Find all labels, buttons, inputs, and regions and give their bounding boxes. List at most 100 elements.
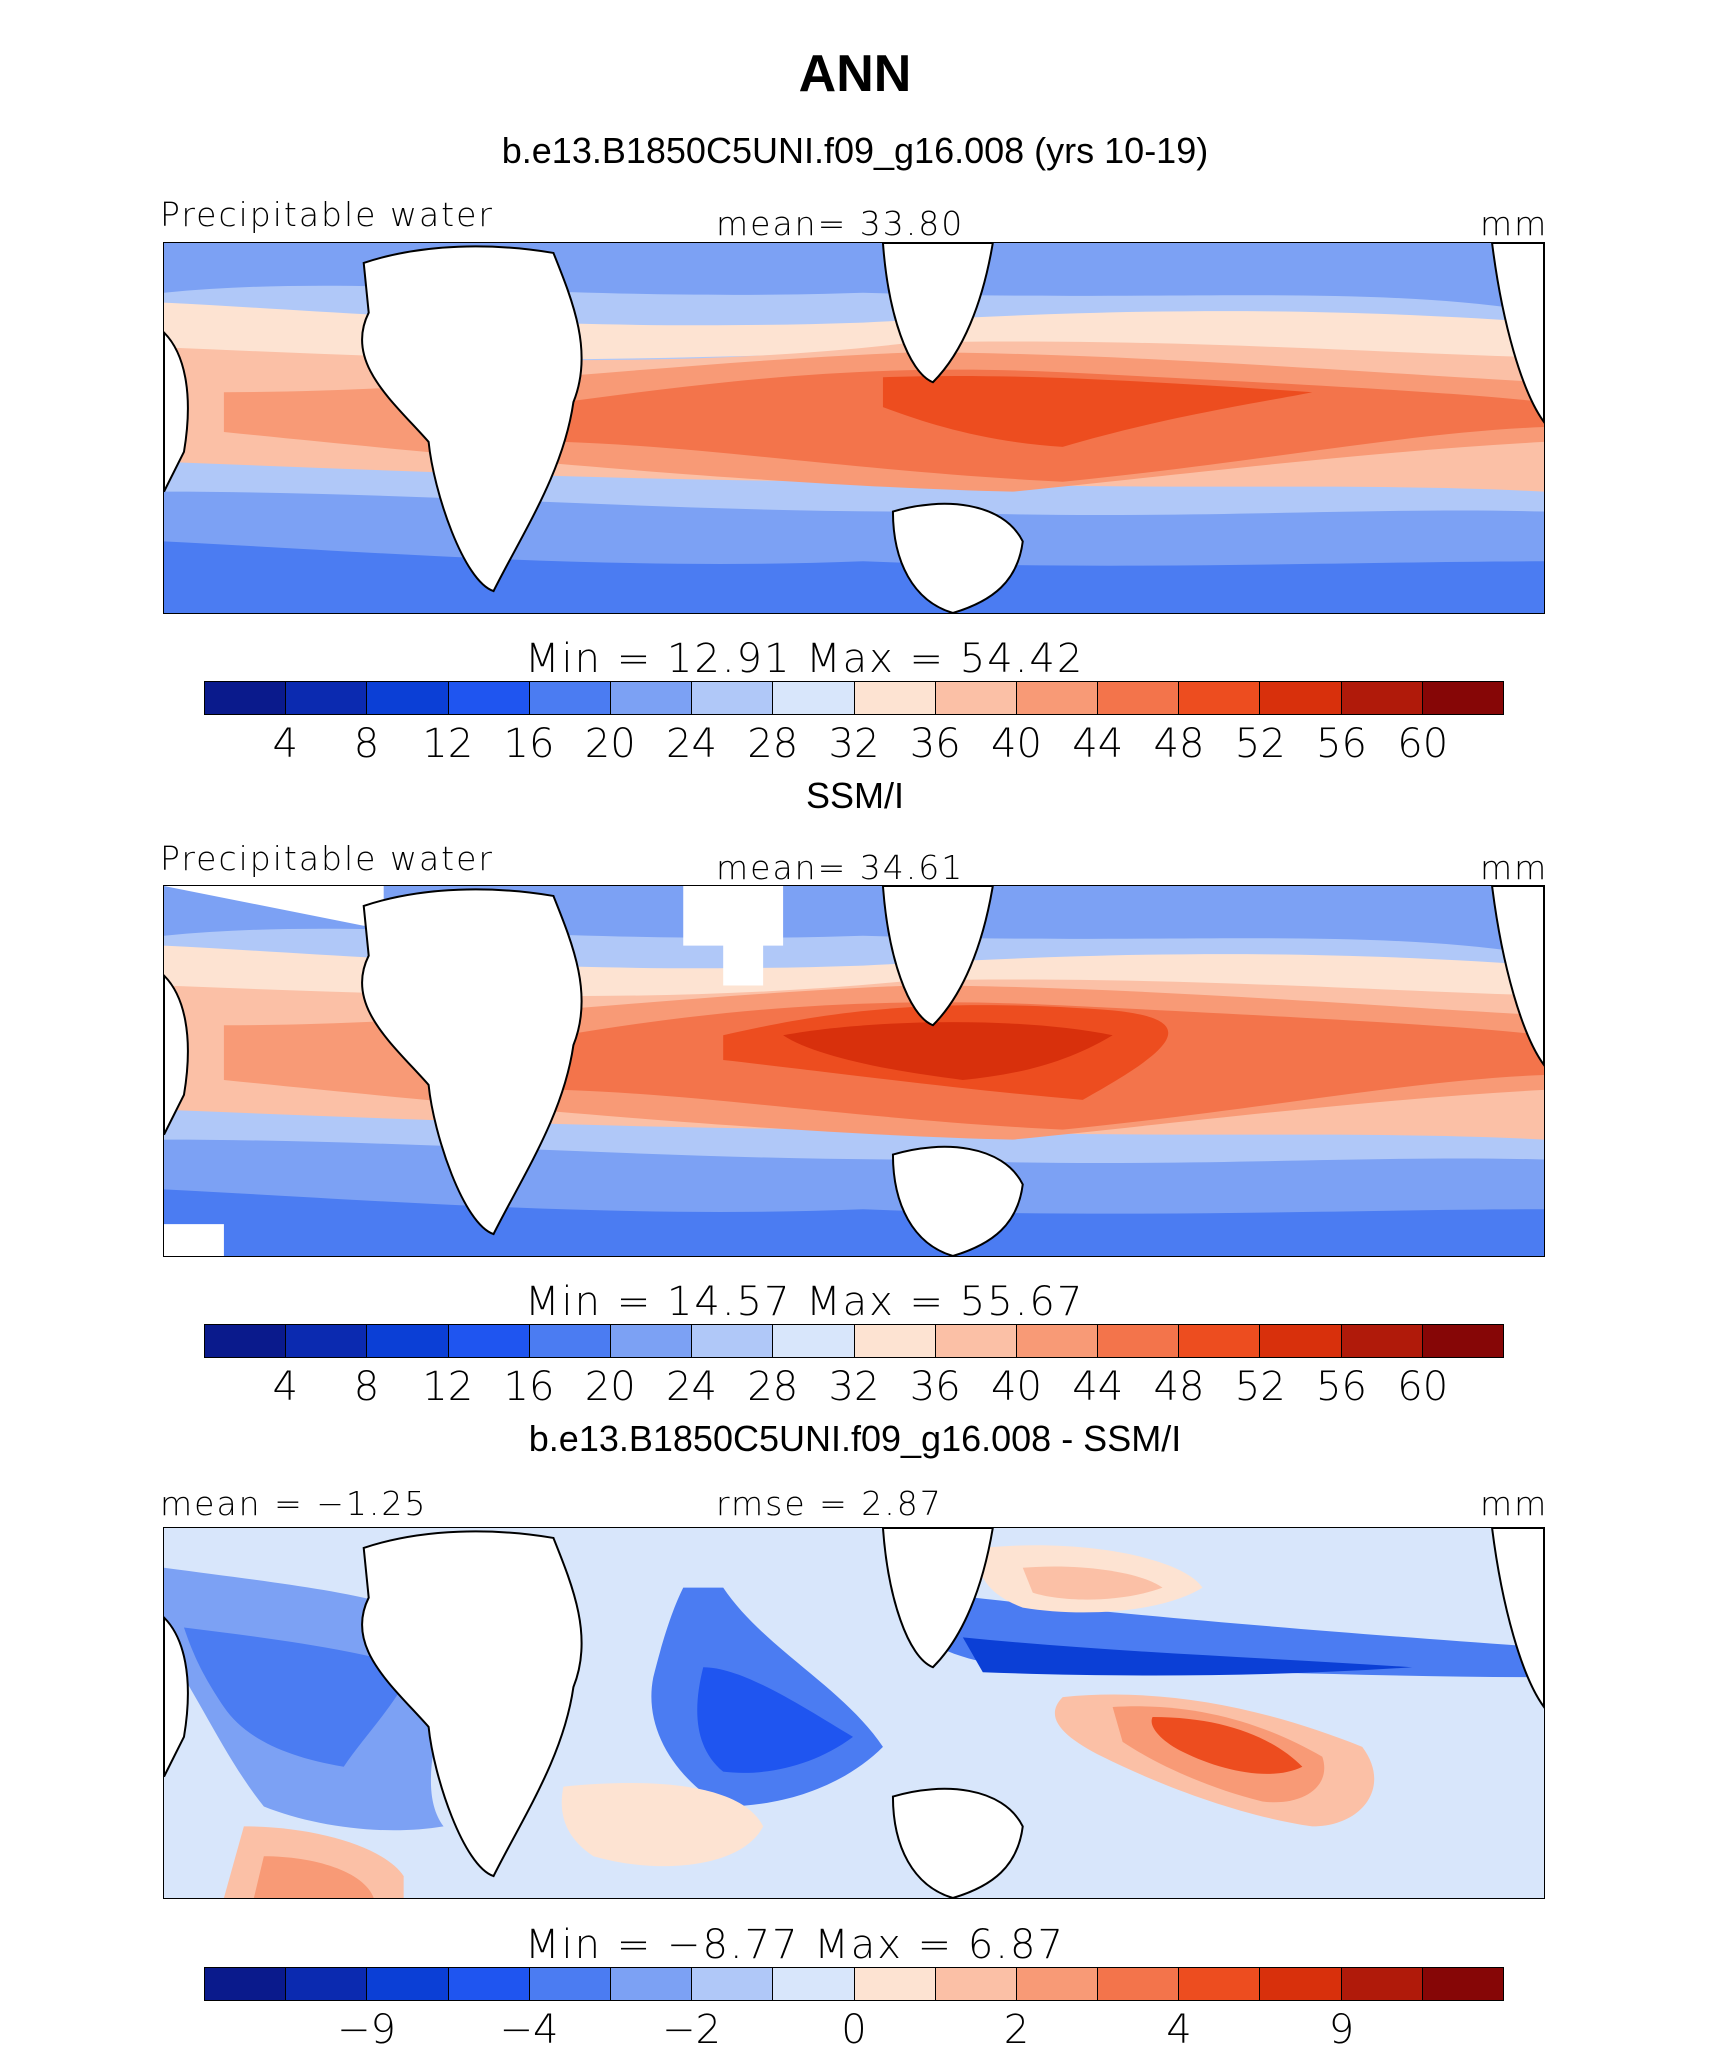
panel-2-units-label: mm [1480, 848, 1549, 887]
colorbar-tick-label: 52 [1234, 1364, 1286, 1410]
colorbar-swatch [1422, 1325, 1503, 1357]
panel-1-mean-label: mean= 33.80 [716, 204, 965, 243]
colorbar-swatch [1260, 1325, 1342, 1357]
colorbar-swatch [692, 1325, 774, 1357]
colorbar-tick-label: 28 [747, 1364, 799, 1410]
panel-1-map [163, 242, 1545, 614]
panel-2-mean-label: mean= 34.61 [716, 848, 965, 887]
colorbar-swatch [448, 682, 530, 714]
panel-2-variable-label: Precipitable water [160, 839, 494, 878]
colorbar-tick-label: −9 [337, 2007, 396, 2053]
colorbar-tick-label: 0 [841, 2007, 867, 2053]
panel-1-title: b.e13.B1850C5UNI.f09_g16.008 (yrs 10-19) [501, 130, 1209, 171]
colorbar-swatch [529, 1968, 611, 2000]
colorbar-tick-label: 12 [422, 1364, 474, 1410]
colorbar-swatch [1016, 1968, 1099, 2000]
colorbar-swatch [205, 1968, 287, 2000]
colorbar-swatch [610, 1968, 693, 2000]
panel-1-units-label: mm [1480, 204, 1549, 243]
colorbar-swatch [448, 1325, 530, 1357]
colorbar-swatch [610, 682, 693, 714]
colorbar-tick-label: 60 [1397, 721, 1449, 767]
colorbar-tick-label: 56 [1316, 1364, 1367, 1410]
colorbar-tick-label: −4 [499, 2007, 559, 2053]
colorbar-swatch [1341, 1968, 1423, 2000]
colorbar-swatch [692, 1968, 774, 2000]
colorbar-swatch [367, 1325, 449, 1357]
panel-3-map-field [164, 1528, 1544, 1898]
panel-1-map-field [164, 243, 1544, 613]
colorbar-tick-label: 24 [666, 721, 717, 767]
colorbar-tick-label: 48 [1153, 1364, 1205, 1410]
colorbar-tick-label: 16 [503, 1364, 555, 1410]
colorbar-swatch [773, 682, 855, 714]
panel-1-variable-label: Precipitable water [160, 195, 494, 234]
colorbar-tick-label: 20 [584, 721, 636, 767]
panel-2-map [163, 885, 1545, 1257]
colorbar-swatch [205, 1325, 287, 1357]
colorbar-swatch [935, 1968, 1017, 2000]
colorbar-swatch [529, 1325, 611, 1357]
colorbar-swatch [854, 682, 936, 714]
panel-3-map [163, 1527, 1545, 1899]
panel-3-rmse-label: rmse = 2.87 [716, 1484, 943, 1523]
panel-2-map-field [164, 886, 1544, 1256]
colorbar-swatch [1422, 682, 1503, 714]
colorbar-swatch [692, 682, 774, 714]
colorbar-tick-label: 9 [1328, 2007, 1355, 2053]
colorbar-tick-label: −2 [662, 2007, 721, 2053]
colorbar-swatch [529, 682, 611, 714]
colorbar-swatch [935, 682, 1017, 714]
panel-1-minmax: Min = 12.91 Max = 54.42 [525, 636, 1085, 682]
colorbar-tick-label: 8 [353, 721, 380, 767]
colorbar-tick-label: 48 [1153, 721, 1205, 767]
colorbar-swatch [286, 1325, 368, 1357]
colorbar-swatch [1260, 1968, 1342, 2000]
panel-3-minmax: Min = −8.77 Max = 6.87 [525, 1922, 1065, 1968]
colorbar-tick-label: 32 [828, 721, 880, 767]
colorbar-swatch [1422, 1968, 1503, 2000]
colorbar-tick-label: 36 [909, 721, 961, 767]
colorbar-swatch [1341, 1325, 1423, 1357]
panel-3-title: b.e13.B1850C5UNI.f09_g16.008 - SSM/I [528, 1418, 1182, 1459]
colorbar-tick-label: 28 [747, 721, 799, 767]
colorbar-tick-label: 4 [1166, 2007, 1192, 2053]
colorbar-swatch [1098, 1968, 1180, 2000]
panel-2-colorbar [204, 1324, 1504, 1358]
colorbar-swatch [448, 1968, 530, 2000]
colorbar-swatch [1179, 682, 1261, 714]
colorbar-swatch [1179, 1325, 1261, 1357]
colorbar-tick-label: 2 [1003, 2007, 1030, 2053]
colorbar-swatch [1098, 1325, 1180, 1357]
colorbar-swatch [1260, 682, 1342, 714]
colorbar-tick-label: 56 [1316, 721, 1367, 767]
colorbar-swatch [367, 1968, 449, 2000]
colorbar-swatch [854, 1325, 936, 1357]
colorbar-swatch [773, 1325, 855, 1357]
colorbar-swatch [1179, 1968, 1261, 2000]
panel-3-units-label: mm [1480, 1484, 1549, 1523]
colorbar-tick-label: 24 [666, 1364, 717, 1410]
colorbar-swatch [205, 682, 287, 714]
panel-2-title: SSM/I [805, 775, 904, 816]
colorbar-swatch [610, 1325, 693, 1357]
figure-title: ANN [798, 45, 912, 103]
colorbar-tick-label: 40 [991, 1364, 1042, 1410]
colorbar-swatch [1341, 682, 1423, 714]
colorbar-tick-label: 8 [353, 1364, 380, 1410]
colorbar-tick-label: 4 [272, 721, 298, 767]
colorbar-tick-label: 52 [1234, 721, 1286, 767]
colorbar-tick-label: 44 [1072, 721, 1124, 767]
colorbar-swatch [1016, 682, 1099, 714]
colorbar-swatch [286, 682, 368, 714]
panel-1-colorbar [204, 681, 1504, 715]
colorbar-tick-label: 20 [584, 1364, 636, 1410]
colorbar-swatch [1016, 1325, 1099, 1357]
colorbar-tick-label: 12 [422, 721, 474, 767]
colorbar-swatch [367, 682, 449, 714]
colorbar-swatch [773, 1968, 855, 2000]
panel-3-colorbar [204, 1967, 1504, 2001]
colorbar-tick-label: 32 [828, 1364, 880, 1410]
colorbar-swatch [1098, 682, 1180, 714]
colorbar-tick-label: 4 [272, 1364, 298, 1410]
